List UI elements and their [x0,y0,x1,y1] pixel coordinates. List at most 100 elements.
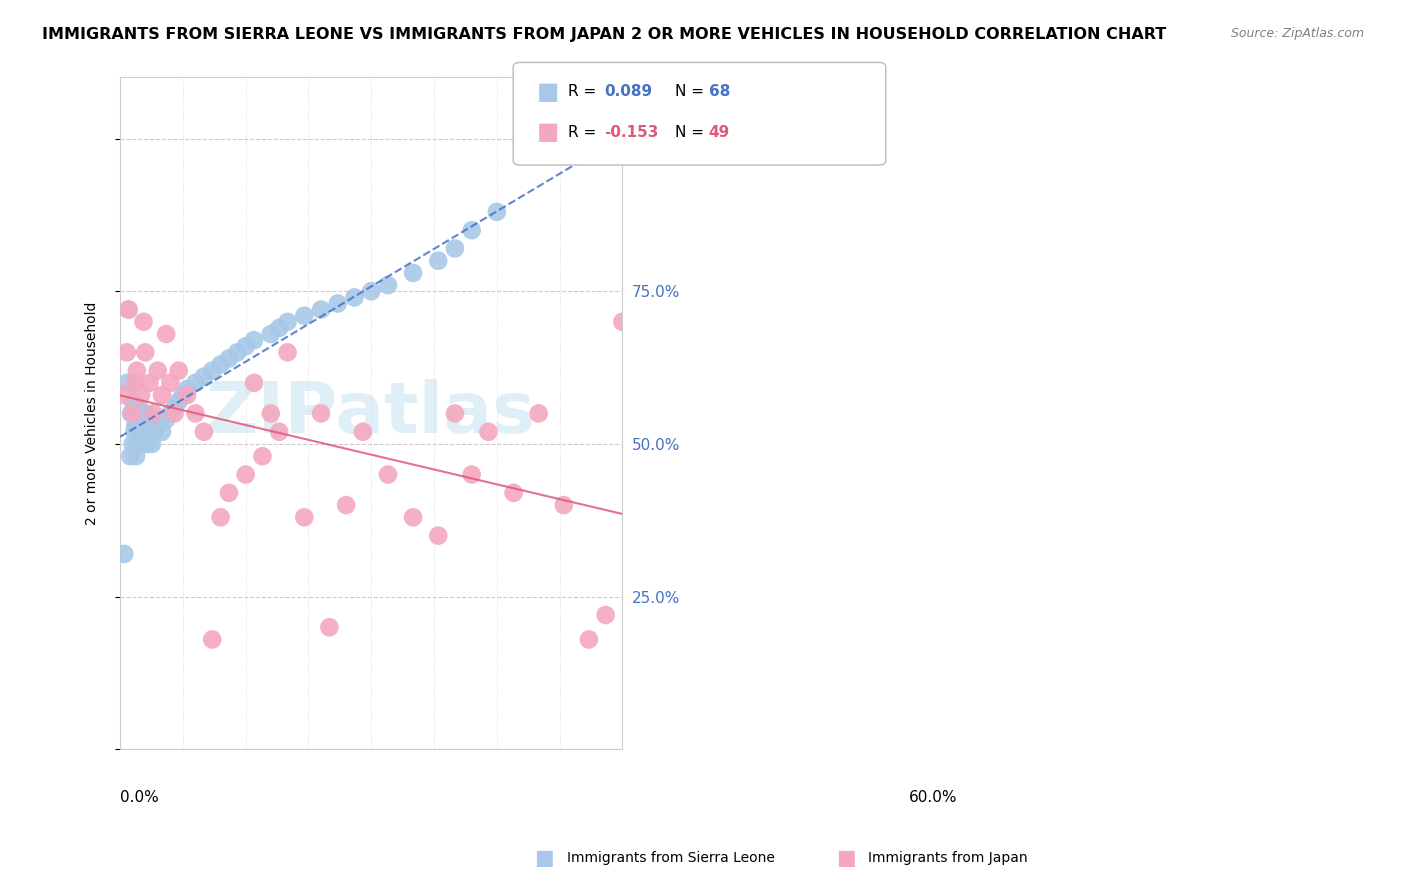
Point [121,406,143,420]
Point [335,498,357,512]
Point [502,486,524,500]
Point [176,388,198,402]
Text: 60.0%: 60.0% [908,789,957,805]
Point [138,412,160,426]
Point [184,406,207,420]
Point [125,412,148,426]
Point [163,406,186,420]
Point [163,401,186,415]
Point [460,467,482,482]
Point [134,345,156,359]
Point [269,425,291,439]
Point [277,345,299,359]
Y-axis label: 2 or more Vehicles in Household: 2 or more Vehicles in Household [86,301,100,525]
Point [201,364,224,378]
Point [132,406,155,420]
Text: 0.089: 0.089 [605,85,652,99]
Point [132,412,155,426]
Text: Immigrants from Sierra Leone: Immigrants from Sierra Leone [567,851,775,865]
Point [260,326,283,341]
Text: ZIPatlas: ZIPatlas [207,379,536,448]
Point [343,290,366,304]
Point [678,571,700,585]
Point [127,437,149,451]
Point [252,449,274,463]
Point [209,510,232,524]
Text: ■: ■ [537,120,560,144]
Point [124,376,146,390]
Point [135,406,157,420]
Point [117,302,139,317]
Point [150,425,173,439]
Point [444,242,467,256]
Point [132,418,155,433]
Point [527,406,550,420]
Point [132,437,155,451]
Point [120,406,142,420]
Point [131,425,153,439]
Point [460,223,482,237]
Point [477,425,499,439]
Point [167,394,190,409]
Point [129,412,152,426]
Point [112,388,135,402]
Point [159,376,181,390]
Text: R =: R = [568,85,602,99]
Point [360,285,382,299]
Point [138,376,160,390]
Point [124,376,146,390]
Point [115,376,138,390]
Point [485,204,508,219]
Point [193,425,215,439]
Point [155,412,177,426]
Point [115,345,138,359]
Point [129,437,152,451]
Text: -0.153: -0.153 [605,125,659,139]
Text: Immigrants from Japan: Immigrants from Japan [868,851,1028,865]
Point [309,302,332,317]
Point [124,418,146,433]
Point [146,364,169,378]
Point [402,510,425,524]
Text: 49: 49 [709,125,730,139]
Point [172,388,194,402]
Point [134,418,156,433]
Point [226,345,249,359]
Point [135,437,157,451]
Point [145,412,167,426]
Point [235,467,257,482]
Point [292,510,315,524]
Point [128,418,150,433]
Point [218,486,240,500]
Point [595,607,617,622]
Point [427,253,450,268]
Point [146,418,169,433]
Point [112,547,135,561]
Point [269,321,291,335]
Point [402,266,425,280]
Text: 68: 68 [709,85,730,99]
Point [139,425,162,439]
Text: ■: ■ [537,80,560,103]
Point [352,425,374,439]
Point [578,632,600,647]
Point [652,425,675,439]
Point [377,278,399,293]
Point [260,406,283,420]
Point [128,412,150,426]
Point [150,388,173,402]
Point [128,401,150,415]
Point [120,449,142,463]
Point [377,467,399,482]
Point [121,394,143,409]
Point [125,406,148,420]
Point [167,364,190,378]
Point [134,425,156,439]
Point [138,418,160,433]
Text: N =: N = [675,85,709,99]
Point [243,376,266,390]
Point [201,632,224,647]
Point [243,333,266,347]
Point [129,388,152,402]
Point [209,358,232,372]
